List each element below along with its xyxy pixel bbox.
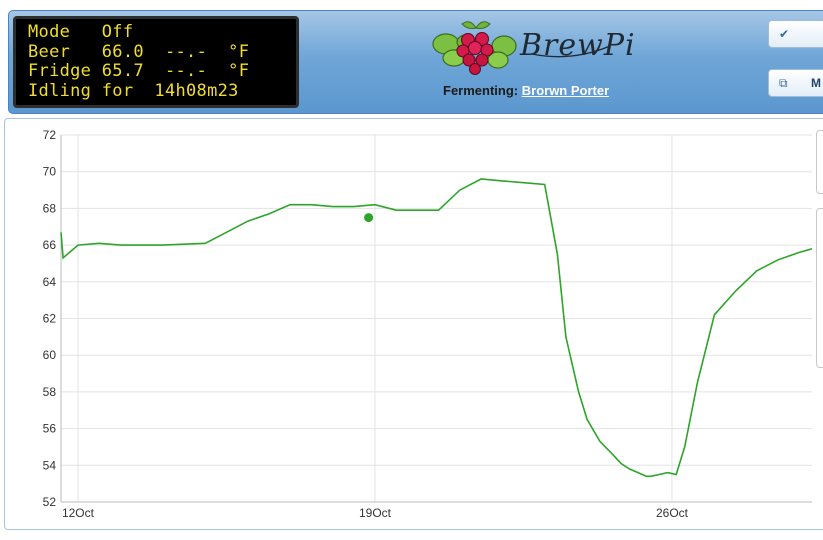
y-tick-label: 72 <box>43 128 57 142</box>
x-tick-label: 26Oct <box>656 506 689 520</box>
lcd-line-state: Idling for 14h08m23 <box>28 80 239 101</box>
chart-legend-tab[interactable] <box>816 130 823 194</box>
y-tick-label: 68 <box>43 201 57 215</box>
chart-markers <box>364 213 374 223</box>
y-tick-label: 62 <box>43 312 57 326</box>
y-tick-label: 58 <box>43 385 57 399</box>
raspberry-logo <box>432 21 611 75</box>
y-tick-label: 60 <box>43 348 57 362</box>
y-tick-label: 52 <box>43 495 57 509</box>
y-tick-label: 56 <box>43 422 57 436</box>
y-tick-label: 64 <box>43 275 57 289</box>
control-panel-button[interactable]: ✔ <box>768 20 823 48</box>
lcd-line-beer: Beer 66.0 --.- °F <box>28 41 250 62</box>
x-tick-label: 12Oct <box>62 506 95 520</box>
y-tick-label: 70 <box>43 165 57 179</box>
maintenance-button-label: M <box>811 76 821 90</box>
data-point-marker <box>364 213 374 223</box>
chart-controls-tab[interactable] <box>816 208 823 368</box>
chart-grid <box>60 134 812 503</box>
y-tick-label: 54 <box>43 458 57 472</box>
window-icon: ⧉ <box>779 76 788 90</box>
lcd-line-mode: Mode Off <box>28 22 134 42</box>
beer-temperature-line <box>60 178 813 478</box>
y-axis-ticks: 52 54 56 58 60 62 64 66 68 70 72 <box>43 128 57 509</box>
chart-panel <box>4 118 823 530</box>
brand-logo-text: BrewPi <box>520 28 636 63</box>
lcd-display: Mode Off Beer 66.0 --.- °F Fridge 65.7 -… <box>13 16 299 108</box>
check-icon: ✔ <box>779 27 790 41</box>
x-tick-label: 19Oct <box>359 506 392 520</box>
lcd-line-fridge: Fridge 65.7 --.- °F <box>28 61 250 81</box>
beer-name-link[interactable]: Brorwn Porter <box>521 83 610 98</box>
maintenance-button[interactable]: ⧉ M <box>768 69 823 97</box>
x-axis-ticks: 12Oct 19Oct 26Oct <box>62 506 689 520</box>
fermenting-status: Fermenting: Brorwn Porter <box>443 83 609 98</box>
fermenting-label: Fermenting: <box>443 83 519 98</box>
y-tick-label: 66 <box>43 238 57 252</box>
